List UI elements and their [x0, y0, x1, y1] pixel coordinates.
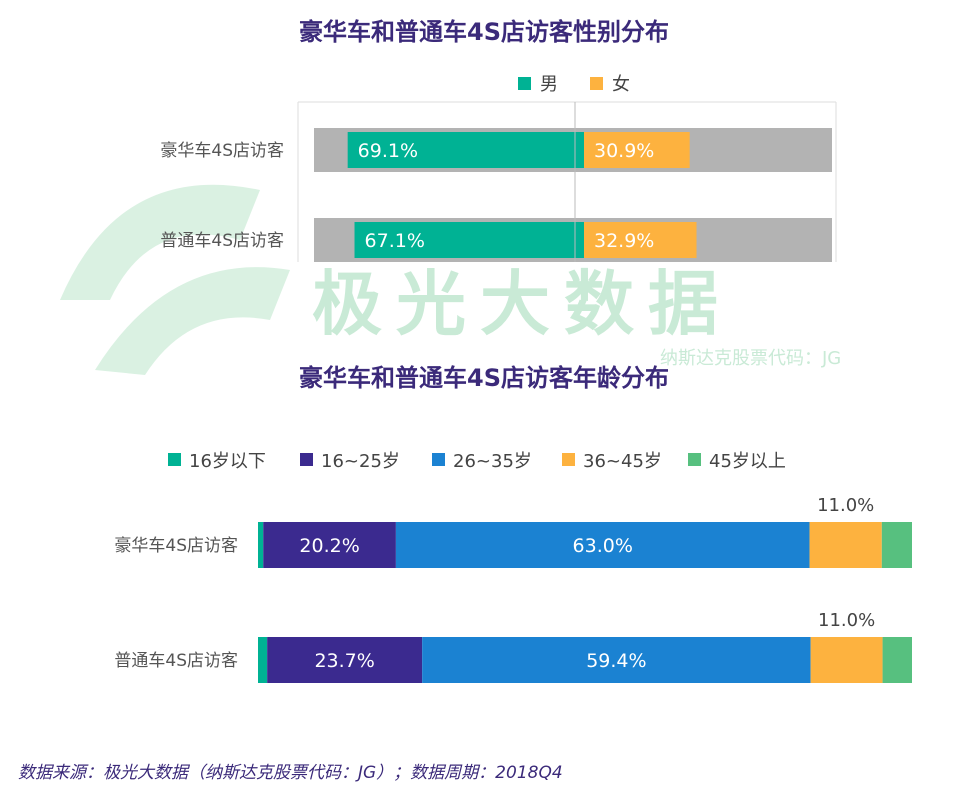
gender-bar-female — [584, 132, 690, 168]
age-legend-swatch — [300, 453, 313, 466]
age-legend: 16岁以下 16~25岁 26~35岁 36~45岁 45岁以上 — [168, 451, 786, 472]
watermark-logo-icon — [60, 184, 290, 375]
gender-bar-female — [584, 222, 697, 258]
age-value-label: 20.2% — [299, 535, 359, 557]
age-bar-segment — [809, 522, 882, 568]
gender-category-label: 普通车4S店访客 — [160, 231, 284, 251]
age-value-label: 11.0% — [817, 495, 874, 516]
gender-bar-male — [347, 132, 584, 168]
age-chart-title: 豪华车和普通车4S店访客年龄分布 — [299, 364, 669, 392]
data-source-note: 数据来源：极光大数据（纳斯达克股票代码：JG）；数据周期：2018Q4 — [18, 763, 563, 783]
gender-bar-male — [354, 222, 584, 258]
age-bar-segment — [263, 522, 396, 568]
gender-value-label: 32.9% — [594, 230, 654, 252]
gender-category-label: 豪华车4S店访客 — [160, 140, 284, 161]
gender-value-label: 30.9% — [594, 140, 654, 162]
gender-value-label: 67.1% — [365, 230, 425, 252]
gender-legend-swatch — [518, 77, 531, 90]
age-bar-segment — [881, 522, 912, 568]
age-category-label: 豪华车4S店访客 — [114, 535, 238, 556]
age-legend-label: 45岁以上 — [709, 451, 786, 472]
age-bar-segment — [258, 522, 264, 568]
age-bar-segment — [258, 637, 268, 683]
gender-legend: 男女 — [518, 74, 630, 95]
gender-legend-swatch — [590, 77, 603, 90]
age-bars: 豪华车4S店访客 20.2% 63.0% 11.0% 普通车4S店访客 23.7% 59.4… — [114, 495, 912, 683]
age-legend-label: 36~45岁 — [583, 451, 662, 472]
age-bar-segment — [267, 637, 423, 683]
age-bar-segment — [882, 637, 912, 683]
age-legend-label: 16岁以下 — [189, 451, 266, 472]
watermark: 极光大数据 纳斯达克股票代码：JG — [60, 184, 841, 375]
age-legend-swatch — [432, 453, 445, 466]
age-legend-swatch — [688, 453, 701, 466]
watermark-brand: 极光大数据 — [312, 263, 732, 345]
gender-legend-label: 男 — [540, 74, 558, 95]
age-value-label: 59.4% — [586, 650, 646, 672]
gender-bars: 豪华车4S店访客 69.1% 30.9% 普通车4S店访客 67.1% 32.9% — [160, 128, 832, 262]
age-value-label: 23.7% — [314, 650, 374, 672]
age-legend-label: 16~25岁 — [321, 451, 400, 472]
gender-legend-label: 女 — [612, 74, 630, 95]
age-value-label: 11.0% — [818, 610, 875, 631]
age-legend-swatch — [562, 453, 575, 466]
age-bar-segment — [810, 637, 883, 683]
age-bar-segment — [422, 637, 811, 683]
gender-value-label: 69.1% — [358, 140, 418, 162]
age-bar-segment — [395, 522, 810, 568]
age-value-label: 63.0% — [573, 535, 633, 557]
gender-chart-title: 豪华车和普通车4S店访客性别分布 — [299, 18, 669, 46]
age-legend-label: 26~35岁 — [453, 451, 532, 472]
age-category-label: 普通车4S店访客 — [114, 651, 238, 671]
watermark-sub: 纳斯达克股票代码：JG — [660, 348, 841, 369]
age-legend-swatch — [168, 453, 181, 466]
